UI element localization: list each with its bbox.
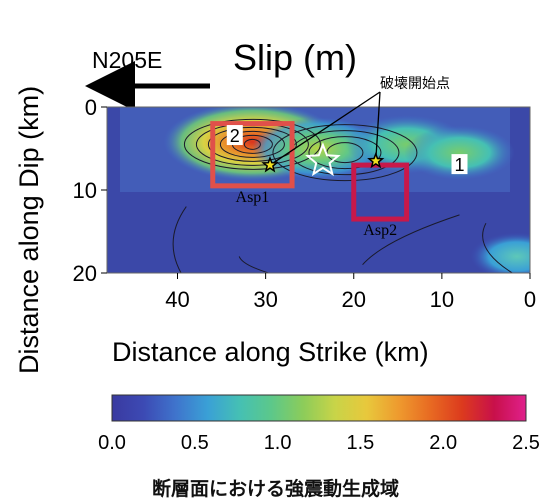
colorbar-tick-label: 1.5	[346, 432, 374, 454]
hypocenter-star	[261, 155, 279, 173]
slip-patch-right-lobe	[404, 125, 515, 180]
hypocenter-annotation: 破壊開始点	[380, 76, 450, 92]
patch-label-bg	[226, 125, 243, 146]
asperity-label: Asp2	[363, 222, 397, 239]
y-tick-label: 10	[73, 178, 97, 203]
patch-label: 1	[454, 155, 464, 175]
figure-caption: 断層面における強震動生成域	[151, 478, 399, 500]
hypocenter-star	[367, 151, 385, 169]
slip-contour	[482, 222, 513, 273]
asperity-label: Asp1	[236, 189, 270, 206]
direction-label: N205E	[92, 47, 162, 73]
slip-contour	[308, 136, 382, 170]
slip-map	[107, 107, 530, 273]
slip-contour	[207, 126, 297, 162]
colorbar-tick-label: 0.5	[181, 432, 209, 454]
slip-contour	[362, 214, 460, 266]
y-tick-label: 20	[73, 261, 97, 286]
patch-label-bg	[451, 154, 468, 175]
main-hypocenter-star	[305, 142, 341, 177]
y-axis-label: Distance along Dip (km)	[14, 86, 44, 374]
slip-patch-bottom-right-patch	[469, 232, 530, 273]
x-tick-label: 40	[165, 287, 189, 312]
colorbar	[111, 394, 527, 422]
slip-contour	[238, 256, 271, 273]
colorbar-tick-label: 2.0	[429, 432, 457, 454]
x-tick-label: 30	[253, 287, 277, 312]
chart-title: Slip (m)	[233, 37, 357, 78]
annotation-leader	[375, 91, 381, 161]
slip-contour	[183, 118, 321, 170]
x-tick-label: 10	[430, 287, 454, 312]
colorbar-tick-label: 1.0	[264, 432, 292, 454]
x-tick-label: 20	[342, 287, 366, 312]
slip-contour	[243, 138, 261, 150]
colorbar-tick-label: 0.0	[98, 432, 126, 454]
x-tick-label: 0	[524, 287, 536, 312]
slip-contour	[272, 124, 418, 182]
patch-label: 2	[230, 126, 240, 146]
annotation-leader	[269, 91, 381, 166]
slip-contour	[172, 206, 187, 273]
y-tick-label: 0	[85, 95, 97, 120]
asperity-box-asp1	[210, 121, 295, 189]
slip-contour	[219, 130, 285, 158]
colorbar-tick-label: 2.5	[512, 432, 540, 454]
x-axis-label: Distance along Strike (km)	[112, 337, 429, 367]
